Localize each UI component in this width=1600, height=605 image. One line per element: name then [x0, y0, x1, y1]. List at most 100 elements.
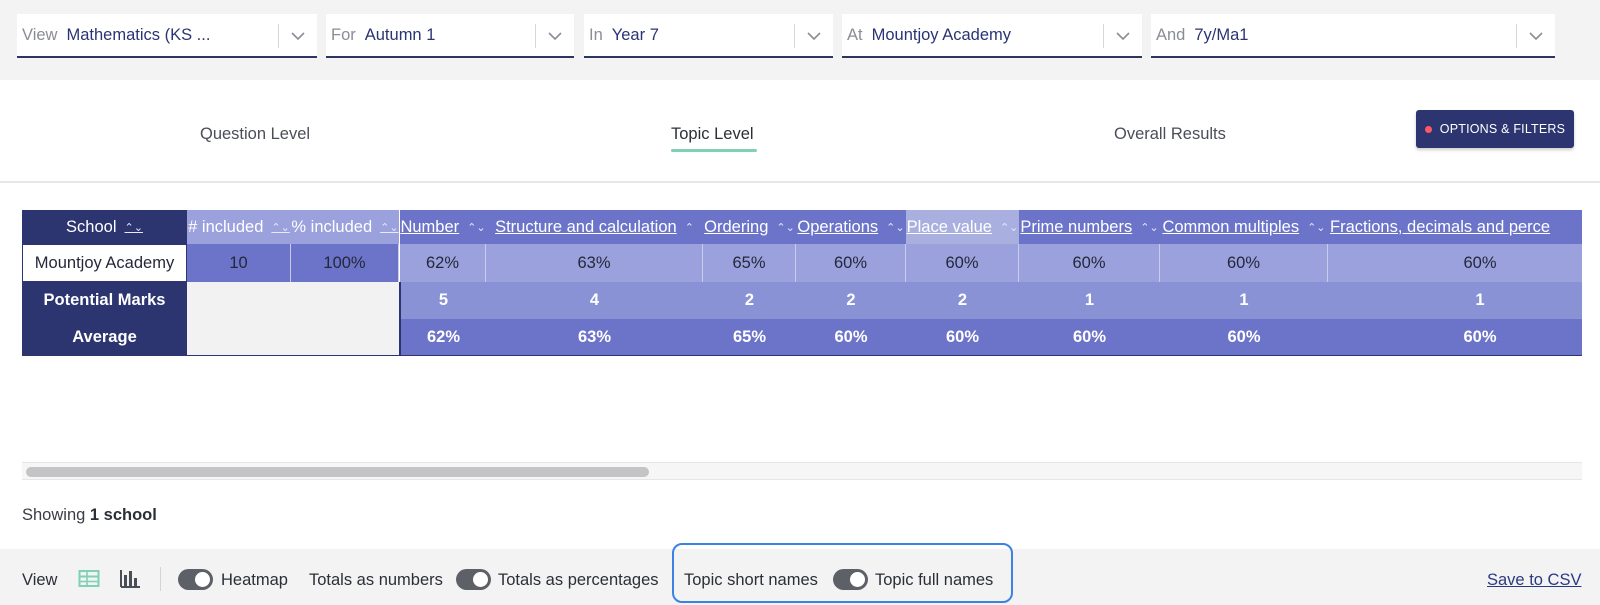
filter-value: Autumn 1	[364, 25, 436, 44]
empty-summary-cell	[187, 282, 399, 356]
topic-score-cell: 62%	[400, 244, 486, 282]
chevron-down-icon[interactable]	[1527, 27, 1545, 45]
average-cell: 60%	[1160, 319, 1328, 356]
column-header-included-pct[interactable]: % included ⌃⌄	[291, 210, 399, 244]
divider	[278, 24, 279, 48]
for-term-select[interactable]: For Autumn 1	[326, 14, 574, 58]
at-school-select[interactable]: At Mountjoy Academy	[842, 14, 1142, 58]
sort-icon[interactable]: ⌃⌄	[467, 221, 486, 234]
topic-link[interactable]: Prime numbers	[1020, 217, 1133, 236]
column-header-topic[interactable]: Common multiples ⌃⌄	[1160, 210, 1328, 244]
average-label: Average	[22, 319, 187, 356]
topic-full-names-label: Topic full names	[875, 571, 994, 589]
divider	[794, 24, 795, 48]
in-year-select[interactable]: In Year 7	[584, 14, 833, 58]
potential-marks-label: Potential Marks	[22, 282, 187, 319]
sort-icon[interactable]: ⌃⌄	[1307, 221, 1326, 234]
scrollbar-thumb[interactable]	[26, 467, 649, 477]
column-header-topic[interactable]: Ordering ⌃⌄	[703, 210, 796, 244]
sort-icon[interactable]: ⌃⌄	[124, 221, 143, 234]
column-header-topic[interactable]: Number ⌃⌄	[400, 210, 486, 244]
chevron-down-icon[interactable]	[805, 27, 823, 45]
sort-icon[interactable]: ⌃⌄	[1140, 221, 1159, 234]
column-header-label: School	[66, 217, 117, 236]
topic-link[interactable]: Ordering	[704, 217, 769, 236]
chevron-down-icon[interactable]	[1114, 27, 1132, 45]
filter-value: Year 7	[611, 25, 659, 44]
column-header-included-count[interactable]: # included ⌃⌄	[187, 210, 291, 244]
potential-marks-cell: 1	[1019, 282, 1160, 319]
chevron-down-icon[interactable]	[289, 27, 307, 45]
sort-icon[interactable]: ⌃⌄	[776, 221, 795, 234]
column-divider	[399, 282, 401, 356]
school-name-cell: Mountjoy Academy	[22, 244, 187, 282]
column-header-label: % included	[291, 217, 373, 236]
tab-topic-level[interactable]: Topic Level	[671, 125, 754, 143]
tab-overall-results[interactable]: Overall Results	[1114, 125, 1226, 143]
topic-link[interactable]: Operations	[797, 217, 879, 236]
potential-marks-cell: 2	[906, 282, 1019, 319]
topic-score-cell: 60%	[796, 244, 906, 282]
divider	[535, 24, 536, 48]
heatmap-toggle[interactable]	[178, 569, 213, 590]
active-filter-dot-icon	[1424, 125, 1432, 133]
average-cell: 65%	[703, 319, 796, 356]
included-pct-cell: 100%	[291, 244, 399, 282]
potential-marks-cell: 1	[1160, 282, 1328, 319]
tab-question-level[interactable]: Question Level	[200, 125, 311, 143]
filter-label: In	[589, 25, 603, 44]
topic-link[interactable]: Fractions, decimals and perce	[1330, 217, 1551, 236]
table-view-icon[interactable]	[78, 569, 100, 589]
topic-score-cell: 60%	[1328, 244, 1582, 282]
chevron-down-icon[interactable]	[546, 27, 564, 45]
column-header-topic[interactable]: Operations ⌃⌄	[796, 210, 906, 244]
topic-short-names-label: Topic short names	[684, 571, 818, 589]
view-label: View	[22, 571, 58, 589]
totals-percentages-label: Totals as percentages	[498, 571, 659, 589]
topic-score-cell: 60%	[906, 244, 1019, 282]
showing-count: 1 school	[89, 506, 157, 524]
topic-names-toggle[interactable]	[833, 569, 868, 590]
divider	[1516, 24, 1517, 48]
topic-link[interactable]: Place value	[906, 217, 992, 236]
active-tab-indicator	[671, 149, 757, 152]
horizontal-scrollbar[interactable]	[22, 462, 1582, 480]
sort-icon[interactable]: ⌃⌄	[271, 221, 290, 234]
view-subject-select[interactable]: View Mathematics (KS ...	[17, 14, 317, 58]
column-header-topic[interactable]: Prime numbers ⌃⌄	[1019, 210, 1160, 244]
sort-icon[interactable]: ⌃⌄	[380, 221, 399, 234]
sort-icon[interactable]: ⌃⌄	[886, 221, 905, 234]
save-to-csv-link[interactable]: Save to CSV	[1487, 571, 1582, 589]
topic-score-cell: 60%	[1160, 244, 1328, 282]
potential-marks-cell: 2	[796, 282, 906, 319]
filter-value: 7y/Ma1	[1194, 25, 1249, 44]
column-header-topic[interactable]: Place value ⌃⌄	[906, 210, 1019, 244]
filter-label: And	[1156, 25, 1186, 44]
average-cell: 60%	[796, 319, 906, 356]
potential-marks-cell: 2	[703, 282, 796, 319]
chart-view-icon[interactable]	[119, 569, 141, 589]
column-header-topic[interactable]: Structure and calculation ⌃	[486, 210, 703, 244]
tab-bar: Question Level Topic Level Overall Resul…	[0, 80, 1600, 183]
totals-toggle[interactable]	[456, 569, 491, 590]
divider	[1103, 24, 1104, 48]
column-header-topic[interactable]: Fractions, decimals and perce	[1328, 210, 1582, 244]
sort-up-icon[interactable]: ⌃	[684, 221, 694, 234]
heatmap-label: Heatmap	[221, 571, 288, 589]
filter-value: Mountjoy Academy	[871, 25, 1011, 44]
topic-score-cell: 65%	[703, 244, 796, 282]
included-count-cell: 10	[187, 244, 291, 282]
potential-marks-cell: 5	[401, 282, 486, 319]
average-cell: 60%	[1328, 319, 1582, 356]
and-class-select[interactable]: And 7y/Ma1	[1151, 14, 1555, 58]
options-filters-button[interactable]: OPTIONS & FILTERS	[1416, 110, 1574, 148]
topic-link[interactable]: Structure and calculation	[495, 217, 677, 236]
filter-label: At	[847, 25, 863, 44]
topic-link[interactable]: Common multiples	[1162, 217, 1300, 236]
average-cell: 62%	[401, 319, 486, 356]
column-header-school[interactable]: School ⌃⌄	[22, 210, 187, 244]
average-cell: 60%	[906, 319, 1019, 356]
footer-toolbar: View Heatmap Totals as numbers Totals as…	[0, 549, 1600, 605]
topic-link[interactable]: Number	[400, 217, 460, 236]
sort-icon[interactable]: ⌃⌄	[999, 221, 1019, 234]
